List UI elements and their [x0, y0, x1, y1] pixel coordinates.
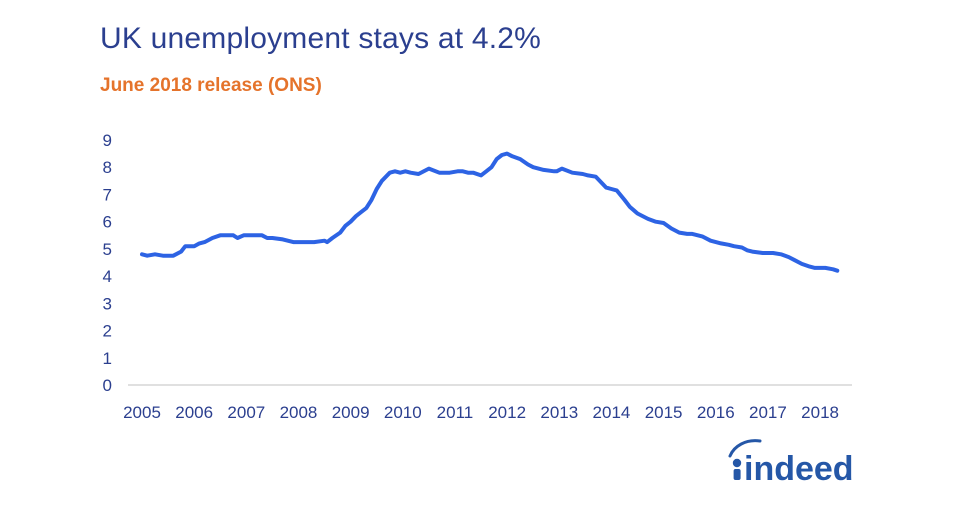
x-tick-label: 2015: [645, 403, 683, 422]
y-tick-label: 0: [103, 376, 112, 395]
chart-title: UK unemployment stays at 4.2%: [100, 22, 542, 55]
y-tick-label: 5: [103, 240, 112, 259]
svg-text:indeed: indeed: [744, 450, 854, 482]
y-tick-label: 4: [103, 267, 112, 286]
x-tick-label: 2009: [332, 403, 370, 422]
y-tick-label: 1: [103, 349, 112, 368]
x-tick-label: 2010: [384, 403, 422, 422]
x-tick-label: 2017: [749, 403, 787, 422]
x-tick-label: 2014: [593, 403, 631, 422]
x-tick-label: 2013: [540, 403, 578, 422]
x-axis-ticks: 2005 2006 2007 2008 2009 2010 2011 2012 2013 2014…: [123, 403, 839, 422]
x-tick-label: 2007: [227, 403, 265, 422]
x-tick-label: 2012: [488, 403, 526, 422]
indeed-logo: indeed: [728, 439, 854, 482]
chart-subtitle: June 2018 release (ONS): [100, 75, 322, 96]
x-tick-label: 2011: [437, 403, 474, 422]
x-tick-label: 2005: [123, 403, 161, 422]
y-tick-label: 3: [103, 294, 112, 313]
y-axis-ticks: 0 1 2 3 4 5 6 7 8 9: [103, 131, 112, 395]
x-tick-label: 2006: [175, 403, 213, 422]
unemployment-rate-line: [140, 151, 840, 273]
y-tick-label: 7: [103, 185, 112, 204]
x-tick-label: 2008: [280, 403, 318, 422]
y-tick-label: 9: [103, 131, 112, 150]
x-tick-label: 2018: [801, 403, 839, 422]
y-tick-label: 8: [103, 158, 112, 177]
y-tick-label: 2: [103, 322, 112, 341]
y-tick-label: 6: [103, 213, 112, 232]
x-tick-label: 2016: [697, 403, 735, 422]
series-group: [140, 151, 840, 273]
